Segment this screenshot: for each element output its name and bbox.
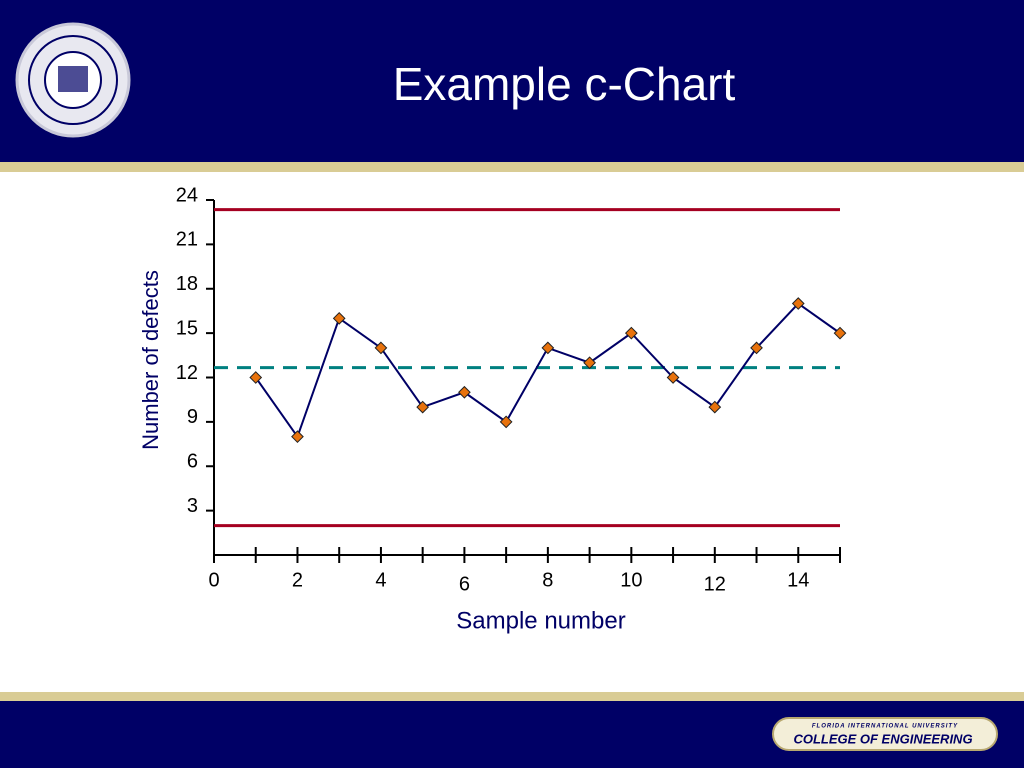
data-point: [291, 430, 304, 444]
data-point: [666, 371, 680, 384]
x-tick-label: 0: [208, 569, 219, 591]
x-tick-label: 2: [292, 569, 303, 591]
data-point: [374, 341, 388, 355]
data-point: [541, 341, 555, 355]
footer-badge: FLORIDA INTERNATIONAL UNIVERSITY COLLEGE…: [772, 717, 998, 751]
data-point: [332, 311, 346, 325]
x-tick-label: 10: [620, 569, 642, 591]
footer-college: COLLEGE OF ENGINEERING: [793, 731, 972, 746]
y-tick-label: 9: [187, 406, 198, 428]
y-tick-label: 6: [187, 451, 198, 473]
footer-university: FLORIDA INTERNATIONAL UNIVERSITY: [812, 724, 958, 730]
x-tick-label: 6: [459, 573, 470, 595]
data-point: [791, 297, 805, 310]
data-point: [750, 341, 763, 355]
seal: [15, 22, 131, 138]
x-tick-label: 8: [542, 569, 553, 591]
x-tick-label: 12: [704, 573, 726, 595]
data-point: [416, 400, 430, 414]
y-tick-label: 3: [187, 495, 198, 517]
footer-stripe: [0, 692, 1024, 701]
y-tick-label: 12: [176, 362, 198, 384]
x-tick-label: 14: [787, 569, 809, 591]
header-stripe: [0, 162, 1024, 172]
data-point: [708, 400, 722, 414]
x-axis-label: Sample number: [456, 607, 625, 634]
data-point: [583, 356, 596, 370]
header-bar: [0, 0, 1024, 162]
data-point: [499, 415, 513, 429]
y-tick-label: 15: [176, 317, 198, 339]
data-point: [833, 326, 847, 340]
x-tick-label: 4: [375, 569, 386, 591]
data-line: [254, 302, 841, 439]
data-point: [458, 385, 471, 399]
data-point: [249, 371, 263, 384]
data-point: [624, 326, 638, 340]
y-tick-label: 21: [176, 229, 198, 251]
y-tick-label: 24: [176, 184, 198, 206]
y-tick-label: 18: [176, 273, 198, 295]
y-axis-label: Number of defects: [138, 270, 163, 450]
slide-title: Example c-Chart: [393, 58, 736, 110]
